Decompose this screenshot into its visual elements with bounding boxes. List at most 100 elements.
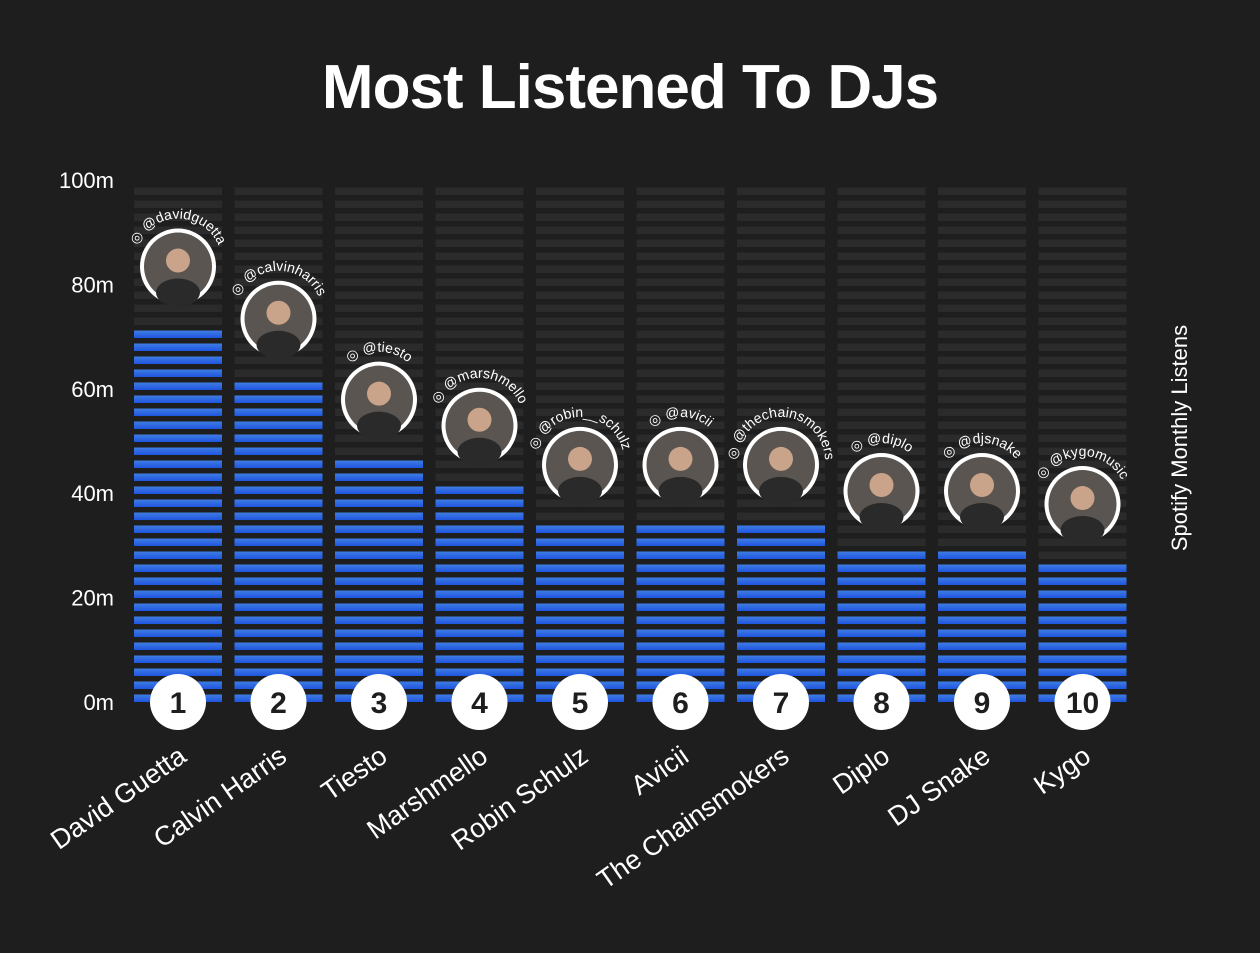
bar-stripe [234,616,323,624]
bar-stripe [536,668,624,676]
bar-stripe [134,642,222,650]
bar-stripe [435,564,524,572]
track-stripe [938,538,1026,546]
bar-stripe [435,512,524,520]
bar-stripe [134,356,222,364]
track-stripe [636,421,725,429]
bar-stripe [1038,616,1127,624]
category-label: The Chainsmokers [592,740,795,895]
track-stripe [134,317,222,325]
bar-stripe [335,616,423,624]
bar-stripe [435,629,524,637]
track-stripe [536,200,624,208]
track-stripe [1038,200,1127,208]
track-stripe [837,213,926,221]
bar-stripe [234,434,323,442]
track-stripe [837,252,926,260]
track-stripe [536,343,624,351]
track-stripe [536,291,624,299]
avatar [542,426,618,505]
track-stripe [938,330,1026,338]
avatar-body [1060,516,1105,545]
bar-stripe [435,616,524,624]
avatar [240,280,317,359]
track-stripe [335,252,423,260]
bar-stripe [335,460,423,468]
bar-3 [335,460,423,702]
bar-1 [134,330,222,702]
bar-stripe [938,577,1026,585]
bar-stripe [335,499,423,507]
bar-stripe [1038,577,1127,585]
bar-stripe [938,668,1026,676]
bar-stripe [536,590,624,598]
track-stripe [234,356,323,364]
bar-stripe [134,330,222,338]
bar-stripe [134,460,222,468]
avatar [341,361,417,440]
track-stripe [938,278,1026,286]
bar-stripe [636,642,725,650]
track-stripe [234,252,323,260]
track-stripe [636,265,725,273]
bar-stripe [636,616,725,624]
rank-badge [552,674,608,730]
track-stripe [536,265,624,273]
avatar [642,426,719,505]
bar-stripe [435,655,524,663]
track-stripe [335,265,423,273]
track-stripe [1038,460,1127,468]
bar-stripe [234,629,323,637]
avatar-face [769,446,793,471]
bar-stripe [234,551,323,559]
track-stripe [134,200,222,208]
bar-stripe [134,499,222,507]
bar-stripe [737,564,825,572]
track-stripe [435,265,524,273]
track-stripe [938,447,1026,455]
track-stripe [837,317,926,325]
avatar-face [568,446,592,471]
track-stripe [636,200,725,208]
track-stripe [1038,213,1127,221]
track-stripe [837,304,926,312]
track-stripe [737,408,825,416]
track-stripe [636,382,725,390]
bar-stripe [335,655,423,663]
y-tick-label: 0m [83,690,114,715]
track-stripe [1038,187,1127,195]
track-stripe [435,291,524,299]
track-stripe [1038,252,1127,260]
bar-stripe [1038,629,1127,637]
category-label: Avicii [626,740,694,800]
track-stripe [435,382,524,390]
bar-stripe [234,486,323,494]
track-stripe [837,538,926,546]
avatar-body [960,503,1004,532]
bar-stripe [234,668,323,676]
bar-stripe [435,486,524,494]
y-tick-label: 80m [71,272,114,297]
track-stripe [737,200,825,208]
bar-stripe [536,642,624,650]
track-stripe [737,356,825,364]
bar-stripe [134,668,222,676]
track-stripe [1038,291,1127,299]
bar-stripe [1038,642,1127,650]
bar-stripe [737,577,825,585]
track-stripe [837,343,926,351]
bar-stripe [837,551,926,559]
avatar-face [467,407,492,432]
bar-stripe [134,382,222,390]
track-stripe [837,369,926,377]
track-stripe [837,226,926,234]
track-stripe [335,226,423,234]
track-stripe [837,395,926,403]
track-stripe [1038,395,1127,403]
bar-stripe [335,590,423,598]
rank-badge [652,674,709,730]
bar-stripe [234,421,323,429]
rank-number: 6 [672,687,689,720]
bar-stripe [335,486,423,494]
track-stripe [636,343,725,351]
